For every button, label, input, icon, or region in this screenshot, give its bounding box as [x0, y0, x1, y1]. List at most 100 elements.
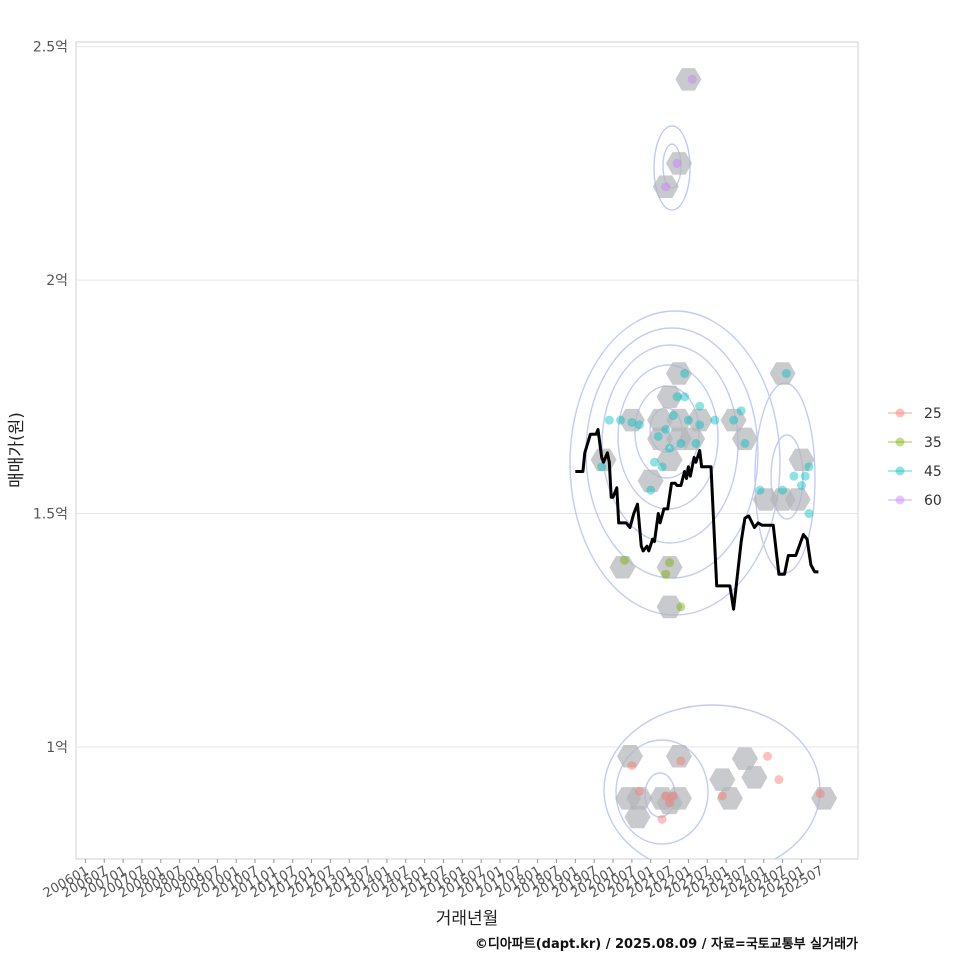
data-point-45 [676, 438, 686, 448]
data-point-45 [634, 420, 644, 430]
hex-bin [656, 556, 683, 579]
hex-bin [788, 448, 815, 472]
scatter-points [597, 74, 825, 824]
data-point-25 [661, 791, 671, 801]
hex-bin [731, 427, 758, 451]
hex-bin [652, 175, 679, 198]
y-tick-label: 2.5억 [33, 40, 68, 56]
data-point-45 [804, 462, 814, 472]
data-point-25 [668, 791, 678, 801]
data-point-45 [755, 485, 765, 495]
hex-bin [626, 787, 653, 810]
hex-bins [590, 68, 838, 829]
data-point-45 [672, 392, 682, 402]
hex-bin [811, 787, 838, 810]
data-point-45 [646, 485, 656, 495]
hex-bin [656, 448, 683, 472]
data-point-45 [665, 443, 675, 453]
data-point-45 [695, 420, 705, 430]
data-point-25 [627, 761, 637, 771]
hex-bin [609, 556, 636, 579]
legend-key-point [895, 437, 905, 447]
hex-bin [647, 427, 674, 451]
y-axis-title: 매매가(원) [7, 412, 27, 488]
legend: 25 35 45 60 [888, 406, 942, 509]
data-point-45 [653, 431, 663, 441]
hex-bin [769, 362, 796, 385]
legend-key-point [895, 466, 905, 476]
data-point-45 [657, 462, 667, 472]
data-point-25 [763, 751, 773, 761]
data-point-45 [680, 392, 690, 402]
median-price-line [575, 428, 819, 611]
y-tick-label: 1.5억 [33, 507, 68, 523]
hex-bin [752, 488, 779, 511]
data-point-25 [634, 786, 644, 796]
data-point-25 [676, 756, 686, 766]
data-point-35 [619, 555, 629, 565]
data-point-25 [665, 798, 675, 808]
hex-bin [617, 745, 643, 768]
data-point-45 [604, 415, 614, 425]
hex-bin [675, 68, 702, 91]
data-point-45 [668, 410, 678, 420]
contour-bottom-2 [615, 739, 709, 845]
data-point-45 [778, 485, 788, 495]
data-point-35 [665, 558, 675, 568]
y-tick-labels: 1억 1.5억 2억 2.5억 [33, 40, 68, 756]
hex-bin [618, 408, 645, 432]
legend-label: 25 [924, 406, 942, 422]
data-point-45 [616, 415, 626, 425]
data-point-25 [815, 789, 825, 799]
legend-label: 45 [924, 464, 942, 480]
hex-bin [666, 152, 692, 175]
hex-bin [716, 787, 743, 810]
hex-bin [666, 745, 692, 768]
data-point-60 [672, 158, 682, 168]
hex-bin [741, 766, 768, 789]
hex-bin [637, 469, 664, 493]
source-caption: ©디아파트(dapt.kr) / 2025.08.09 / 자료=국토교통부 실… [474, 937, 858, 952]
hex-bin [656, 385, 683, 409]
data-point-45 [736, 406, 746, 416]
data-point-45 [781, 368, 791, 378]
data-point-25 [657, 814, 667, 824]
hex-bin [731, 747, 758, 770]
data-point-45 [710, 415, 720, 425]
legend-label: 35 [924, 435, 942, 451]
plot-panel [75, 41, 859, 860]
hex-bin [784, 488, 811, 511]
hex-bin [666, 408, 692, 432]
x-axis-title: 거래년월 [436, 909, 499, 929]
legend-label: 60 [924, 493, 942, 509]
data-point-45 [691, 438, 701, 448]
y-tick-label: 1억 [46, 740, 68, 756]
hex-bin [647, 408, 674, 432]
y-tick-label: 2억 [46, 273, 68, 289]
data-point-45 [683, 415, 693, 425]
data-point-60 [687, 74, 697, 84]
data-point-45 [649, 457, 659, 467]
data-point-25 [717, 791, 727, 801]
hex-bin [709, 768, 736, 791]
hex-bin [624, 805, 651, 829]
hex-bin [720, 408, 747, 432]
data-point-45 [789, 471, 799, 481]
data-point-45 [695, 401, 705, 411]
data-point-45 [680, 368, 690, 378]
legend-key-point [895, 495, 905, 505]
contour-right-2 [770, 434, 804, 520]
data-point-45 [597, 462, 607, 472]
hex-bin [679, 427, 706, 451]
x-tick-labels: 2006012006072007012007072008012008072009… [41, 859, 826, 901]
data-point-35 [676, 602, 686, 612]
data-point-25 [774, 775, 784, 785]
data-point-45 [804, 509, 814, 519]
y-gridlines [76, 46, 858, 748]
hex-bin [686, 408, 713, 432]
data-point-45 [796, 481, 806, 491]
data-point-45 [627, 417, 637, 427]
data-point-45 [729, 415, 739, 425]
legend-key-point [895, 408, 905, 418]
